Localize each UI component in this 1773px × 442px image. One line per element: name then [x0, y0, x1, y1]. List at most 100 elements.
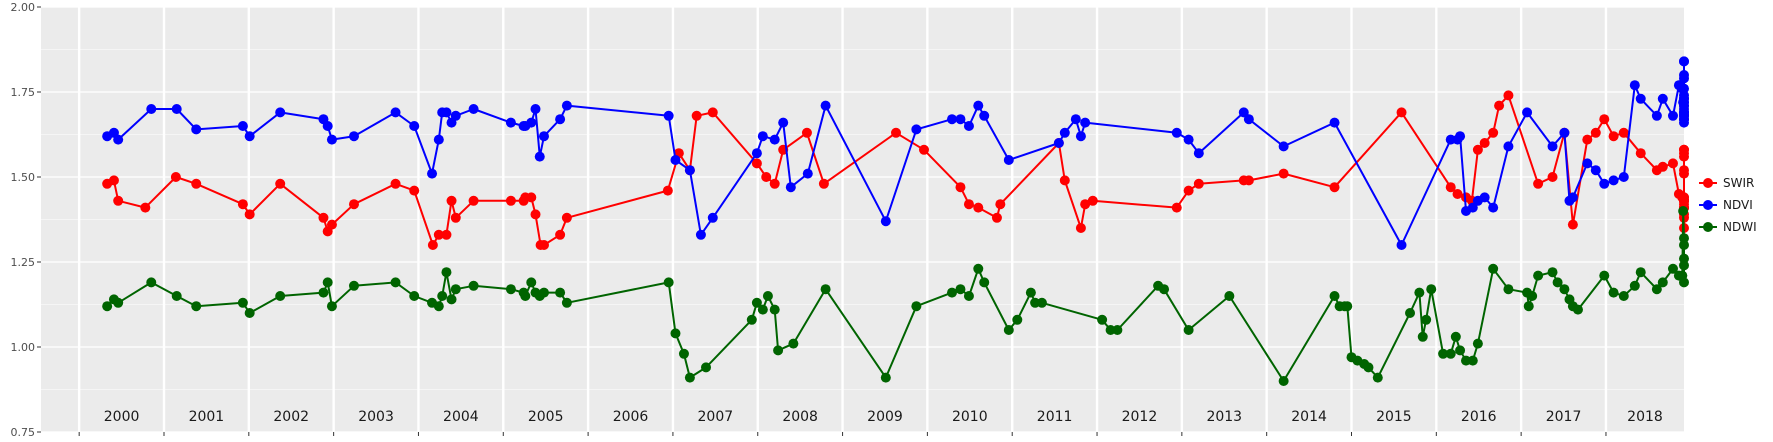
data-point-swir	[1183, 185, 1194, 196]
data-point-ndwi	[1527, 291, 1538, 301]
legend-item-ndwi: NDWI	[1699, 220, 1757, 234]
data-point-ndwi	[1224, 291, 1235, 301]
data-point-swir	[390, 178, 401, 189]
data-point-ndvi	[1396, 240, 1407, 250]
data-point-ndvi	[1679, 73, 1689, 84]
data-point-swir	[191, 178, 202, 189]
data-point-ndwi	[1678, 206, 1689, 216]
data-point-swir	[1590, 127, 1601, 138]
data-point-ndwi	[1003, 325, 1014, 335]
data-point-ndvi	[1679, 107, 1689, 118]
data-point-ndwi	[1599, 270, 1610, 281]
data-point-swir	[409, 185, 420, 196]
data-point-ndvi	[171, 104, 182, 114]
data-point-swir	[1080, 199, 1091, 210]
data-point-ndvi	[757, 131, 768, 142]
data-point-ndwi	[446, 294, 457, 305]
data-point-swir	[1396, 107, 1407, 118]
data-point-ndwi	[390, 277, 401, 288]
legend-label-ndvi: NDVI	[1723, 198, 1753, 212]
data-point-ndvi	[778, 117, 789, 128]
data-point-ndvi	[955, 114, 966, 125]
data-point-ndvi	[1003, 155, 1014, 165]
legend: SWIR NDVI NDWI	[1699, 176, 1757, 234]
year-label-2002: 2002	[273, 409, 309, 425]
data-point-swir	[1667, 158, 1678, 169]
data-point-swir	[691, 110, 702, 121]
data-point-swir	[140, 202, 151, 213]
data-point-swir	[1635, 148, 1646, 159]
year-label-2009: 2009	[867, 409, 903, 425]
data-point-swir	[1488, 127, 1499, 138]
data-point-ndvi	[526, 117, 537, 128]
data-point-swir	[561, 212, 572, 223]
data-point-ndwi	[441, 267, 452, 278]
data-point-ndvi	[433, 134, 444, 145]
year-label-2001: 2001	[189, 409, 225, 425]
y-tick-label: 1.25	[11, 256, 36, 269]
data-point-ndvi	[684, 165, 695, 176]
data-point-swir	[433, 229, 444, 240]
data-point-ndvi	[1183, 134, 1194, 145]
series-swir	[102, 90, 1689, 250]
data-point-ndvi	[146, 104, 157, 114]
data-point-ndwi	[1657, 277, 1668, 288]
data-point-ndvi	[1278, 141, 1289, 152]
data-point-swir	[505, 195, 516, 206]
data-point-swir	[751, 158, 762, 169]
data-point-ndwi	[1183, 325, 1194, 335]
data-point-ndvi	[1329, 117, 1340, 128]
data-point-ndwi	[1679, 277, 1689, 288]
data-point-swir	[1193, 178, 1204, 189]
minor-gridlines	[41, 49, 1684, 390]
data-point-ndvi	[348, 131, 359, 142]
data-point-ndvi	[441, 107, 452, 118]
data-point-swir	[446, 195, 457, 206]
data-point-ndwi	[911, 301, 922, 312]
data-point-ndwi	[275, 291, 286, 301]
data-point-ndwi	[113, 297, 124, 308]
data-point-ndvi	[505, 117, 516, 128]
data-point-ndvi	[979, 110, 990, 121]
data-point-ndwi	[322, 277, 333, 288]
data-point-ndwi	[433, 301, 444, 312]
data-point-ndvi	[670, 155, 681, 165]
year-label-2005: 2005	[528, 409, 564, 425]
data-point-ndwi	[538, 287, 549, 298]
data-point-swir	[1679, 165, 1689, 176]
data-point-swir	[818, 178, 829, 189]
data-point-ndwi	[1159, 284, 1170, 295]
data-point-ndvi	[1567, 192, 1578, 203]
data-point-swir	[1679, 148, 1689, 159]
data-point-ndwi	[1421, 314, 1432, 325]
data-point-ndvi	[1635, 93, 1646, 104]
data-point-ndvi	[561, 100, 572, 111]
data-point-ndwi	[1438, 348, 1449, 359]
year-label-2016: 2016	[1461, 409, 1497, 425]
data-point-ndwi	[773, 345, 784, 356]
data-point-ndwi	[684, 372, 695, 383]
data-point-ndvi	[1455, 131, 1466, 142]
data-point-swir	[348, 199, 359, 210]
data-point-ndvi	[1608, 175, 1619, 186]
data-point-swir	[468, 195, 479, 206]
data-point-ndwi	[1414, 287, 1425, 298]
data-point-ndwi	[1547, 267, 1558, 278]
data-point-ndwi	[670, 328, 681, 339]
data-point-ndvi	[237, 121, 248, 131]
data-point-ndvi	[1070, 114, 1081, 125]
data-point-ndvi	[1582, 158, 1593, 169]
data-point-swir	[1278, 168, 1289, 179]
data-point-swir	[538, 240, 549, 250]
data-point-ndwi	[1523, 301, 1534, 312]
data-point-ndvi	[880, 216, 891, 227]
data-point-ndwi	[1629, 280, 1640, 291]
data-point-ndvi	[275, 107, 286, 118]
y-tick-label: 1.00	[11, 341, 36, 354]
data-point-ndvi	[1467, 202, 1478, 213]
data-point-ndwi	[1012, 314, 1023, 325]
data-point-swir	[1618, 127, 1629, 138]
year-label-2007: 2007	[698, 409, 734, 425]
data-point-ndwi	[1608, 287, 1619, 298]
data-point-ndvi	[530, 104, 541, 114]
